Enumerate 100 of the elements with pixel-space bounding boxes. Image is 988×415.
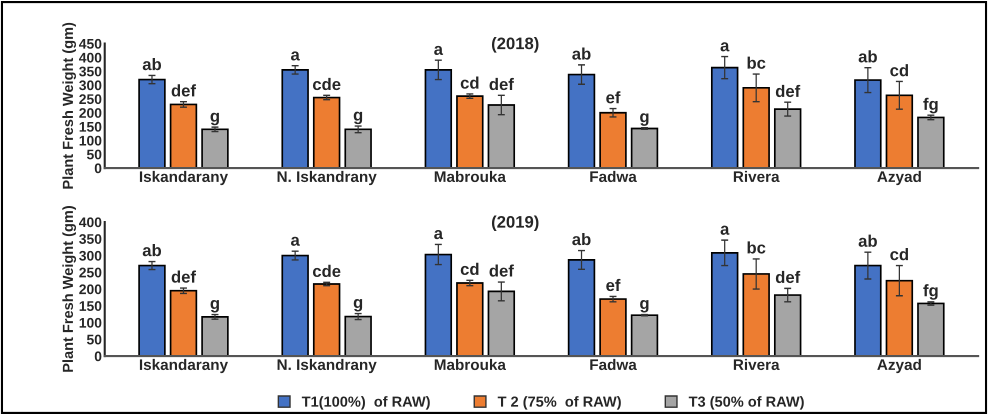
- bar: [742, 273, 770, 356]
- bar: [488, 104, 516, 168]
- bar: [138, 78, 166, 168]
- bar: [424, 69, 452, 168]
- y-tick-label: 350: [79, 66, 102, 76]
- y-tick-label: 150: [80, 301, 102, 311]
- data-label: a: [434, 230, 444, 240]
- data-label: def: [172, 270, 196, 283]
- bar: [886, 280, 914, 356]
- data-label: ab: [572, 232, 591, 246]
- y-tick-label: 0: [94, 351, 102, 362]
- data-label: cd: [890, 64, 908, 76]
- data-label: g: [210, 300, 219, 313]
- y-tick-label: 50: [86, 150, 102, 160]
- data-label: cde: [312, 78, 340, 90]
- bar: [774, 108, 802, 168]
- bar: [201, 316, 229, 356]
- bar: [170, 104, 198, 168]
- data-label: cde: [312, 264, 340, 278]
- bar: [599, 298, 627, 356]
- bar: [568, 259, 596, 356]
- bar: [456, 95, 484, 168]
- data-label: ab: [858, 50, 877, 62]
- x-tick-label: Mabrouka: [434, 170, 506, 182]
- legend-label: T1(100%) of RAW): [302, 396, 430, 410]
- data-label: def: [490, 264, 514, 277]
- data-label: ef: [606, 278, 620, 292]
- bar: [281, 69, 309, 168]
- bar: [710, 66, 738, 168]
- chart-title: (2018): [492, 37, 538, 53]
- y-tick-label: 150: [80, 122, 102, 132]
- data-label: a: [291, 236, 300, 246]
- data-label: g: [354, 298, 362, 312]
- x-tick-label: N. Iskandrany: [278, 170, 377, 186]
- x-tick-label: N. Iskandrany: [278, 358, 377, 374]
- data-label: g: [640, 300, 648, 313]
- x-tick-label: Fadwa: [590, 358, 637, 370]
- data-label: bc: [748, 241, 766, 254]
- bar: [344, 128, 372, 168]
- data-label: ab: [572, 47, 591, 60]
- x-tick-label: Rivera: [734, 170, 780, 182]
- data-label: a: [291, 51, 300, 61]
- data-label: def: [776, 270, 800, 284]
- bar: [917, 116, 945, 168]
- bar: [599, 112, 627, 168]
- bar: [886, 94, 914, 168]
- data-label: bc: [748, 56, 766, 69]
- x-tick-label: Fadwa: [590, 170, 637, 182]
- bar: [424, 254, 452, 356]
- bar: [710, 252, 738, 356]
- y-tick-label: 100: [80, 136, 102, 146]
- data-label: g: [354, 112, 362, 124]
- x-tick-label: Rivera: [734, 358, 780, 370]
- data-label: a: [434, 46, 444, 56]
- bar: [201, 128, 229, 168]
- y-tick-label: 400: [78, 217, 102, 228]
- bar: [630, 314, 658, 356]
- y-tick-label: 450: [78, 38, 102, 49]
- data-label: a: [720, 226, 730, 235]
- bar: [456, 282, 484, 356]
- y-tick-label: 50: [86, 334, 102, 344]
- bar: [742, 87, 770, 168]
- bar: [854, 264, 882, 356]
- data-label: ab: [858, 234, 877, 247]
- bar: [312, 283, 340, 356]
- data-label: ab: [142, 244, 162, 256]
- bar: [344, 316, 372, 356]
- data-label: fg: [923, 284, 938, 300]
- x-tick-label: Iskandarany: [140, 358, 228, 374]
- y-tick-label: 400: [78, 52, 102, 63]
- y-tick-label: 0: [94, 163, 102, 174]
- y-tick-label: 100: [80, 318, 102, 328]
- bar: [630, 128, 658, 168]
- y-axis-title: Plant Fresh Weight (gm): [62, 206, 76, 372]
- y-tick-label: 300: [79, 250, 102, 261]
- x-tick-label: Azyad: [877, 358, 921, 374]
- data-label: cd: [890, 248, 908, 260]
- y-tick-label: 200: [79, 108, 102, 118]
- bar: [170, 290, 198, 356]
- data-label: cd: [460, 76, 478, 89]
- data-label: g: [640, 113, 648, 126]
- data-label: def: [172, 84, 196, 97]
- data-label: def: [776, 84, 800, 98]
- x-tick-label: Iskandarany: [140, 170, 228, 186]
- y-axis-title: Plant Fresh Weight (gm): [62, 22, 76, 189]
- bar: [854, 79, 882, 168]
- bar: [312, 96, 340, 168]
- y-tick-label: 350: [79, 234, 102, 244]
- x-tick-label: Azyad: [877, 170, 921, 186]
- data-label: cd: [460, 262, 478, 276]
- bar: [568, 74, 596, 168]
- data-label: ab: [142, 58, 162, 70]
- bar: [281, 254, 309, 356]
- bar: [774, 294, 802, 356]
- y-tick-label: 300: [79, 80, 102, 90]
- data-label: fg: [923, 98, 938, 114]
- data-label: ef: [606, 91, 620, 104]
- data-label: def: [490, 78, 514, 90]
- y-tick-label: 250: [79, 94, 102, 104]
- bar: [488, 290, 516, 356]
